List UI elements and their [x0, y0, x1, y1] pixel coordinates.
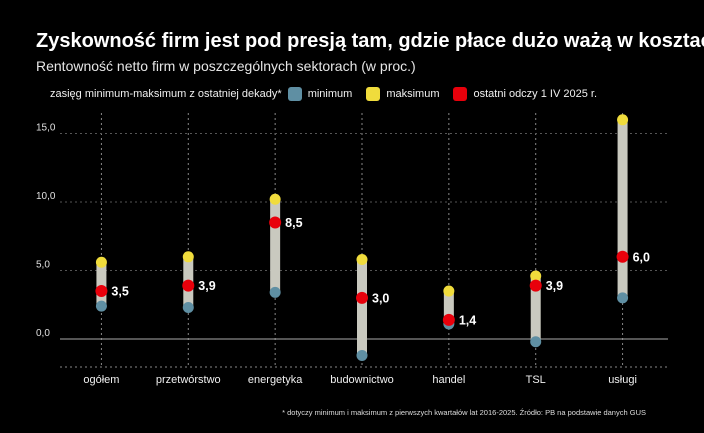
- legend-last-label: ostatni odczy 1 IV 2025 r.: [473, 88, 598, 100]
- source-note: * dotyczy minimum i maksimum z pierwszyc…: [282, 408, 646, 417]
- minimum-dot: [182, 301, 194, 313]
- last-value-label: 3,9: [546, 279, 563, 293]
- legend-maximum-label: maksimum: [386, 88, 440, 100]
- legend-last-swatch: [453, 87, 468, 101]
- last-value-dot: [95, 285, 108, 298]
- category-label: usługi: [608, 374, 637, 386]
- category-label: budownictwo: [330, 374, 394, 386]
- last-value-dot: [269, 216, 282, 229]
- last-value-dot: [356, 291, 368, 304]
- last-value-label: 6,0: [633, 250, 650, 264]
- last-value-dot: [529, 279, 542, 292]
- last-value-label: 3,5: [111, 285, 128, 299]
- category-label: przetwórstwo: [156, 374, 221, 386]
- minimum-dot: [617, 292, 629, 304]
- maximum-dot: [356, 254, 368, 266]
- category-label: energetyka: [248, 374, 303, 386]
- category-label: ogółem: [83, 374, 119, 386]
- maximum-dot: [182, 251, 194, 263]
- maximum-dot: [530, 270, 542, 282]
- minimum-dot: [95, 300, 107, 312]
- maximum-dot: [617, 114, 629, 126]
- last-value-label: 3,9: [198, 279, 215, 293]
- y-tick-label: 15,0: [36, 123, 56, 134]
- y-tick-label: 0,0: [36, 328, 50, 339]
- maximum-dot: [269, 193, 281, 205]
- last-value-label: 8,5: [285, 216, 302, 230]
- last-value-dot: [616, 250, 629, 263]
- legend-minimum-swatch: [287, 87, 302, 101]
- y-tick-label: 10,0: [36, 191, 56, 202]
- minimum-dot: [269, 286, 281, 298]
- last-value-dot: [442, 313, 455, 326]
- legend: zasięg minimum-maksimum z ostatniej deka…: [50, 86, 597, 102]
- y-tick-label: 5,0: [36, 260, 50, 271]
- legend-maximum-swatch: [366, 87, 381, 101]
- maximum-dot: [95, 256, 107, 268]
- minimum-dot: [530, 336, 542, 348]
- minimum-dot: [356, 349, 368, 361]
- category-label: TSL: [526, 374, 546, 386]
- category-label: handel: [432, 374, 465, 386]
- last-value-dot: [182, 279, 195, 292]
- legend-minimum-label: minimum: [307, 88, 353, 100]
- chart-subtitle: Rentowność netto firm w poszczególnych s…: [36, 58, 416, 74]
- chart-title: Zyskowność firm jest pod presją tam, gdz…: [36, 30, 704, 52]
- maximum-dot: [443, 285, 455, 297]
- last-value-label: 1,4: [459, 313, 476, 327]
- last-value-label: 3,0: [372, 291, 389, 305]
- legend-range-label: zasięg minimum-maksimum z ostatniej deka…: [50, 88, 282, 100]
